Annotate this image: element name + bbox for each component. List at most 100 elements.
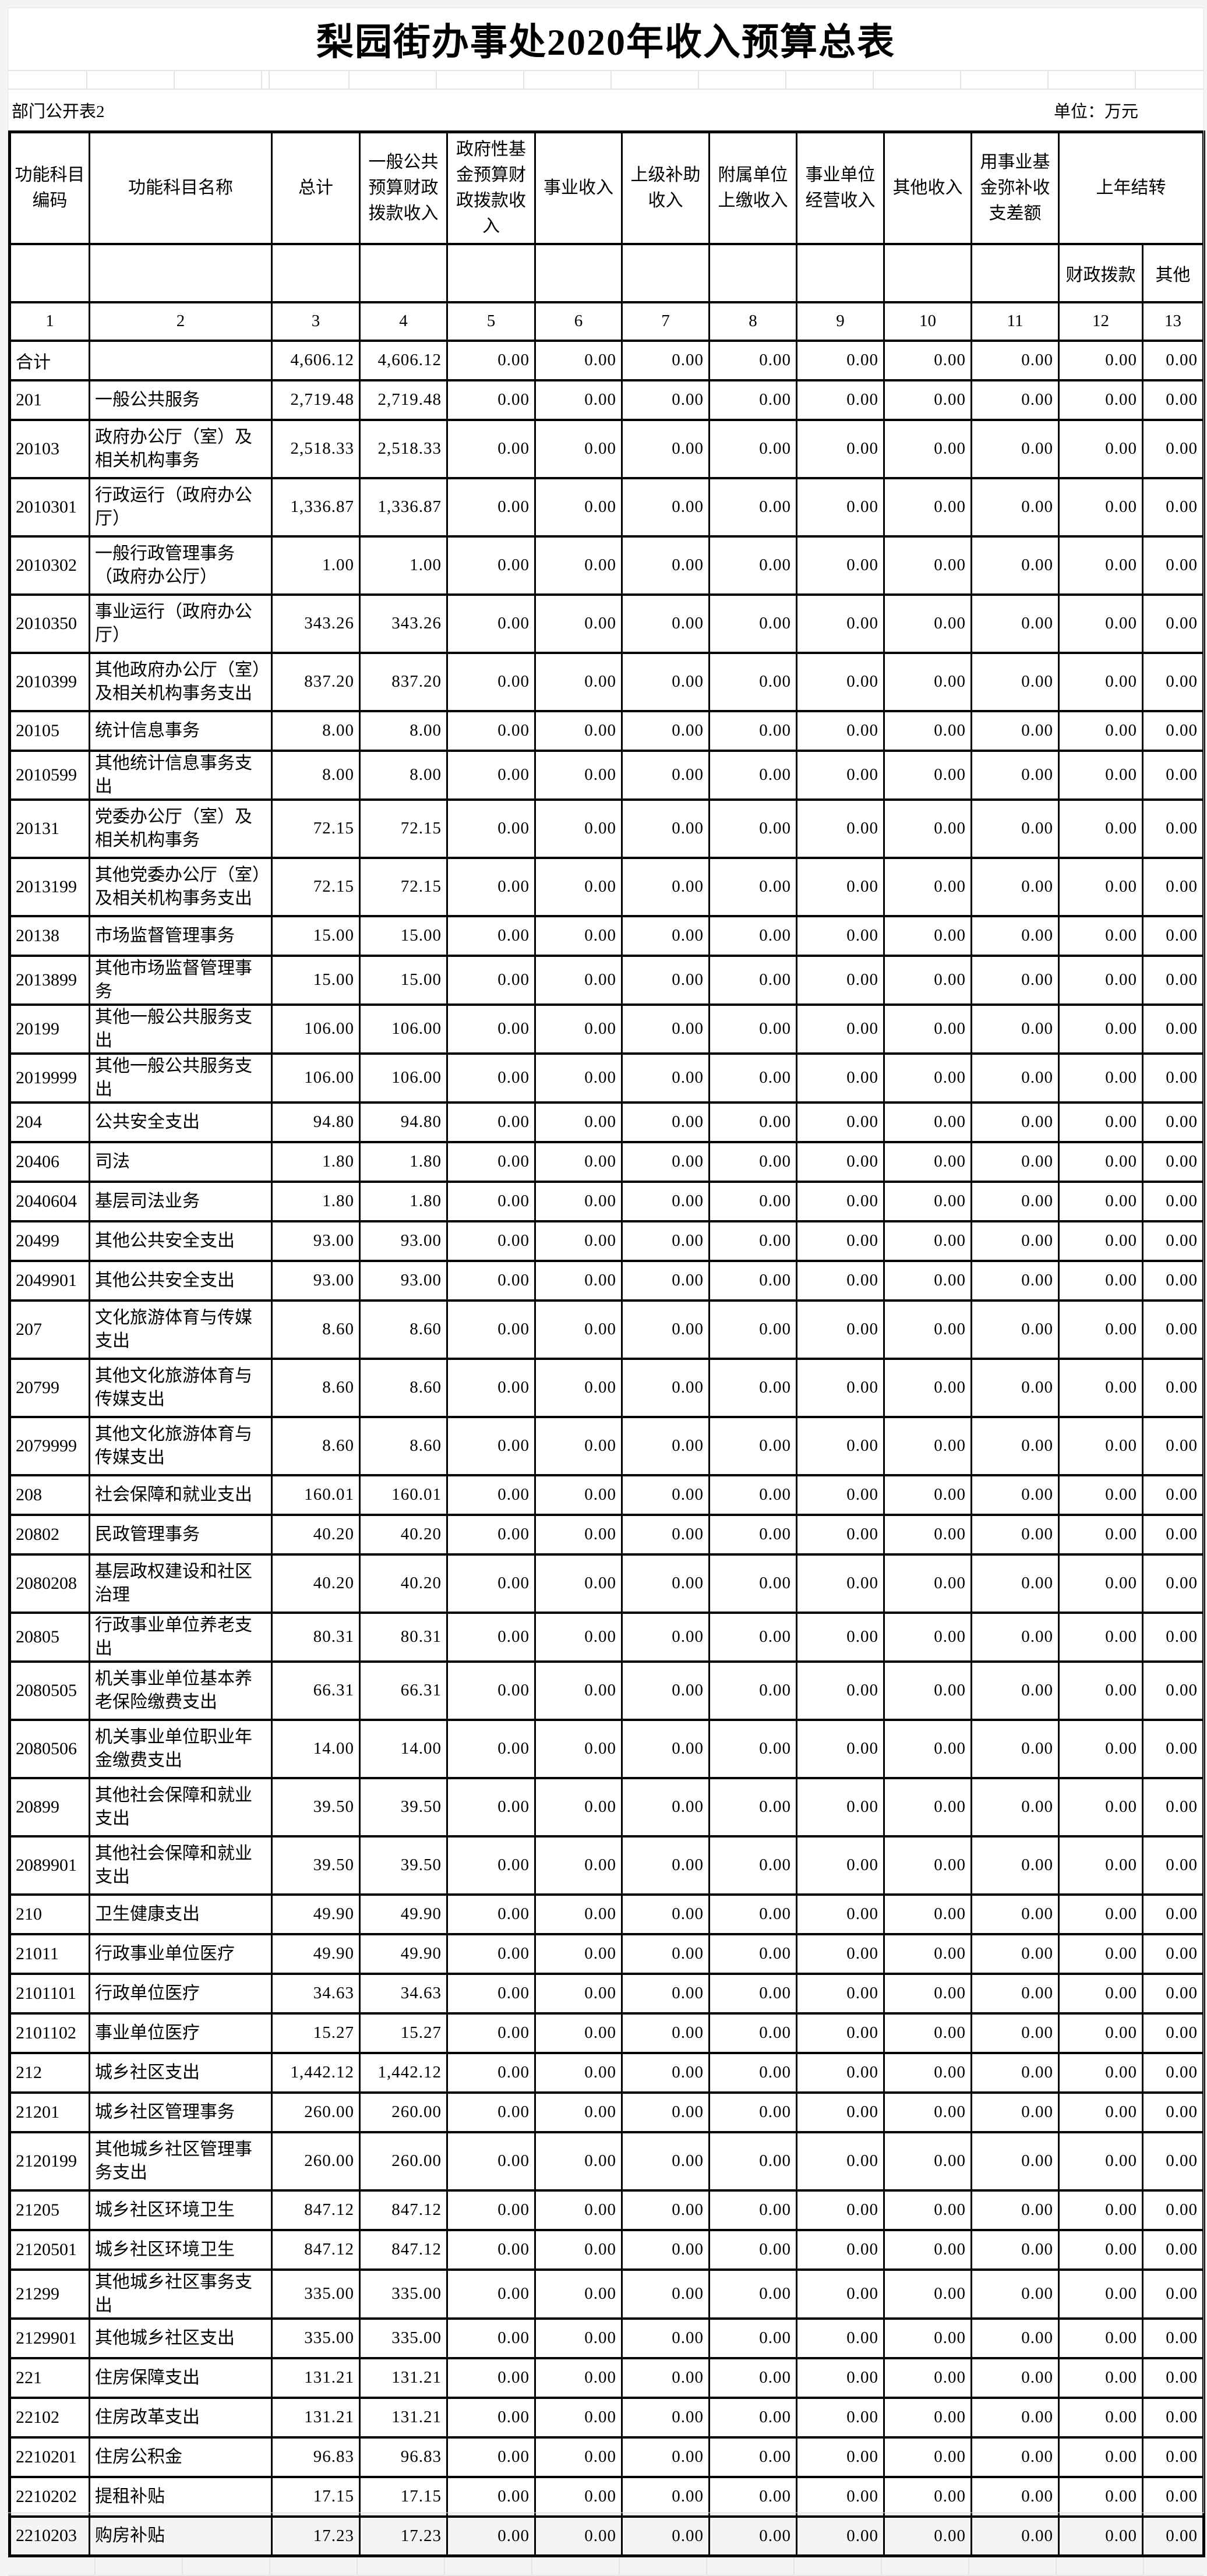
- cell-amount: 0.00: [1058, 2228, 1144, 2271]
- cell-amount: 0.00: [708, 1660, 797, 1721]
- table-row: 2080208 基层政权建设和社区治理 40.20 40.20 0.00 0.00 0.00…: [9, 1553, 1205, 1614]
- header-general-public-budget-income: 一般公共预算财政拨款收入: [359, 130, 448, 245]
- cell-amount: 0.00: [446, 798, 536, 859]
- cell-function-code: 207: [9, 1299, 90, 1360]
- cell-amount: 0.00: [621, 1553, 710, 1614]
- cell-amount: 0.00: [708, 1299, 797, 1360]
- cell-amount: 0.00: [446, 1259, 536, 1302]
- cell-amount: 0.00: [1142, 379, 1205, 421]
- cell-amount: 131.21: [359, 2396, 448, 2439]
- cell-amount: 0.00: [796, 709, 885, 752]
- cell-amount: 0.00: [883, 1473, 972, 1516]
- cell-amount: 0.00: [970, 1299, 1060, 1360]
- cell-amount: 0.00: [1142, 1893, 1205, 1935]
- cell-amount: 0.00: [446, 1180, 536, 1222]
- cell-amount: 0.00: [970, 2012, 1060, 2054]
- cell-amount: 0.00: [446, 1660, 536, 1721]
- cell-amount: 0.00: [796, 1718, 885, 1779]
- table-row: 2101101 行政单位医疗 34.63 34.63 0.00 0.00 0.00 0.00 0…: [9, 1972, 1205, 2015]
- cell-amount: 0.00: [1058, 1835, 1144, 1896]
- cell-amount: 0.00: [446, 1893, 536, 1935]
- cell-function-name: 公共安全支出: [89, 1101, 273, 1143]
- table-row: 20406 司法 1.80 1.80 0.00 0.00 0.00 0.00 0.00 0.00 0…: [9, 1140, 1205, 1183]
- cell-amount: 0.00: [1058, 418, 1144, 479]
- cell-amount: 0.00: [1142, 535, 1205, 596]
- cell-amount: 0.00: [446, 1972, 536, 2015]
- cell-function-code: 2079999: [9, 1415, 90, 1476]
- cell-function-code: 20138: [9, 914, 90, 957]
- header-business-operating-income: 事业单位经营收入: [796, 130, 885, 245]
- cell-amount: 4,606.12: [271, 339, 361, 381]
- table-row: 20103 政府办公厅（室）及相关机构事务 2,518.33 2,518.33 0.00…: [9, 418, 1205, 479]
- cell-amount: 0.00: [796, 2436, 885, 2478]
- table-row: 207 文化旅游体育与传媒支出 8.60 8.60 0.00 0.00 0.00 0.00 0.…: [9, 1299, 1205, 1360]
- table-row: 21205 城乡社区环境卫生 847.12 847.12 0.00 0.00 0.00 0.0…: [9, 2189, 1205, 2231]
- cell-amount: 0.00: [970, 1052, 1060, 1104]
- table-row: 21201 城乡社区管理事务 260.00 260.00 0.00 0.00 0.00 0.0…: [9, 2091, 1205, 2133]
- note-unit: 单位：万元: [1053, 103, 1138, 121]
- cell-function-name: 提租补贴: [89, 2475, 273, 2518]
- cell-amount: 17.15: [271, 2475, 361, 2518]
- cell-amount: 0.00: [970, 1101, 1060, 1143]
- cell-amount: 0.00: [1058, 914, 1144, 957]
- cell-amount: 0.00: [883, 1835, 972, 1896]
- cell-amount: 8.00: [359, 709, 448, 752]
- cell-amount: 0.00: [970, 856, 1060, 917]
- cell-amount: 0.00: [970, 2356, 1060, 2399]
- table-row: 20105 统计信息事务 8.00 8.00 0.00 0.00 0.00 0.00 0.00 0…: [9, 709, 1205, 752]
- cell-amount: 0.00: [883, 1220, 972, 1262]
- cell-amount: 0.00: [1058, 2475, 1144, 2518]
- cell-amount: 0.00: [970, 1180, 1060, 1222]
- cell-amount: 0.00: [796, 1473, 885, 1516]
- column-index: 8: [708, 301, 797, 342]
- cell-amount: 0.00: [621, 1660, 710, 1721]
- cell-amount: 0.00: [621, 2051, 710, 2094]
- cell-amount: 0.00: [446, 2268, 536, 2320]
- cell-amount: 343.26: [359, 593, 448, 654]
- cell-amount: 0.00: [1058, 339, 1144, 381]
- cell-amount: 0.00: [534, 2396, 623, 2439]
- cell-amount: 0.00: [1142, 2475, 1205, 2518]
- cell-amount: 1,442.12: [271, 2051, 361, 2094]
- cell-amount: 0.00: [970, 2130, 1060, 2192]
- cell-amount: 0.00: [1142, 476, 1205, 538]
- cell-amount: 0.00: [970, 1415, 1060, 1476]
- cell-amount: 96.83: [271, 2436, 361, 2478]
- column-index: 5: [446, 301, 536, 342]
- cell-function-name: 其他一般公共服务支出: [89, 1052, 273, 1104]
- cell-amount: 1,336.87: [359, 476, 448, 538]
- cell-function-code: 2080505: [9, 1660, 90, 1721]
- cell-function-name: 事业单位医疗: [89, 2012, 273, 2054]
- cell-amount: 0.00: [1142, 2189, 1205, 2231]
- cell-function-name: 司法: [89, 1140, 273, 1183]
- cell-amount: 0.00: [446, 2130, 536, 2192]
- cell-function-code: 201: [9, 379, 90, 421]
- cell-amount: 0.00: [446, 2051, 536, 2094]
- table-row: 210 卫生健康支出 49.90 49.90 0.00 0.00 0.00 0.00 0.00 0…: [9, 1893, 1205, 1935]
- table-row: 2013899 其他市场监督管理事务 15.00 15.00 0.00 0.00 0.00 0…: [9, 954, 1205, 1006]
- cell-amount: 0.00: [970, 2189, 1060, 2231]
- cell-function-code: 2101101: [9, 1972, 90, 2015]
- cell-amount: 0.00: [621, 2012, 710, 2054]
- cell-amount: 0.00: [708, 954, 797, 1006]
- cell-amount: 0.00: [796, 798, 885, 859]
- cell-amount: 0.00: [1142, 1776, 1205, 1838]
- cell-amount: 0.00: [534, 1299, 623, 1360]
- table-row: 2210202 提租补贴 17.15 17.15 0.00 0.00 0.00 0.00 0.0…: [9, 2475, 1205, 2518]
- cell-amount: 0.00: [1058, 1473, 1144, 1516]
- cell-amount: 0.00: [708, 2228, 797, 2271]
- cell-amount: 0.00: [446, 379, 536, 421]
- cell-amount: 0.00: [883, 1776, 972, 1838]
- table-row: 21299 其他城乡社区事务支出 335.00 335.00 0.00 0.00 0.00 0…: [9, 2268, 1205, 2320]
- cell-function-name: 文化旅游体育与传媒支出: [89, 1299, 273, 1360]
- table-row: 2010599 其他统计信息事务支出 8.00 8.00 0.00 0.00 0.00 0.0…: [9, 749, 1205, 801]
- cell-amount: 0.00: [708, 1220, 797, 1262]
- cell-amount: 2,518.33: [359, 418, 448, 479]
- table-row: 20199 其他一般公共服务支出 106.00 106.00 0.00 0.00 0.00 0…: [9, 1003, 1205, 1055]
- cell-amount: 0.00: [970, 1473, 1060, 1516]
- cell-amount: 0.00: [621, 2228, 710, 2271]
- cell-amount: 0.00: [796, 1932, 885, 1975]
- cell-amount: 0.00: [446, 954, 536, 1006]
- cell-amount: 0.00: [796, 339, 885, 381]
- cell-amount: 80.31: [271, 1611, 361, 1663]
